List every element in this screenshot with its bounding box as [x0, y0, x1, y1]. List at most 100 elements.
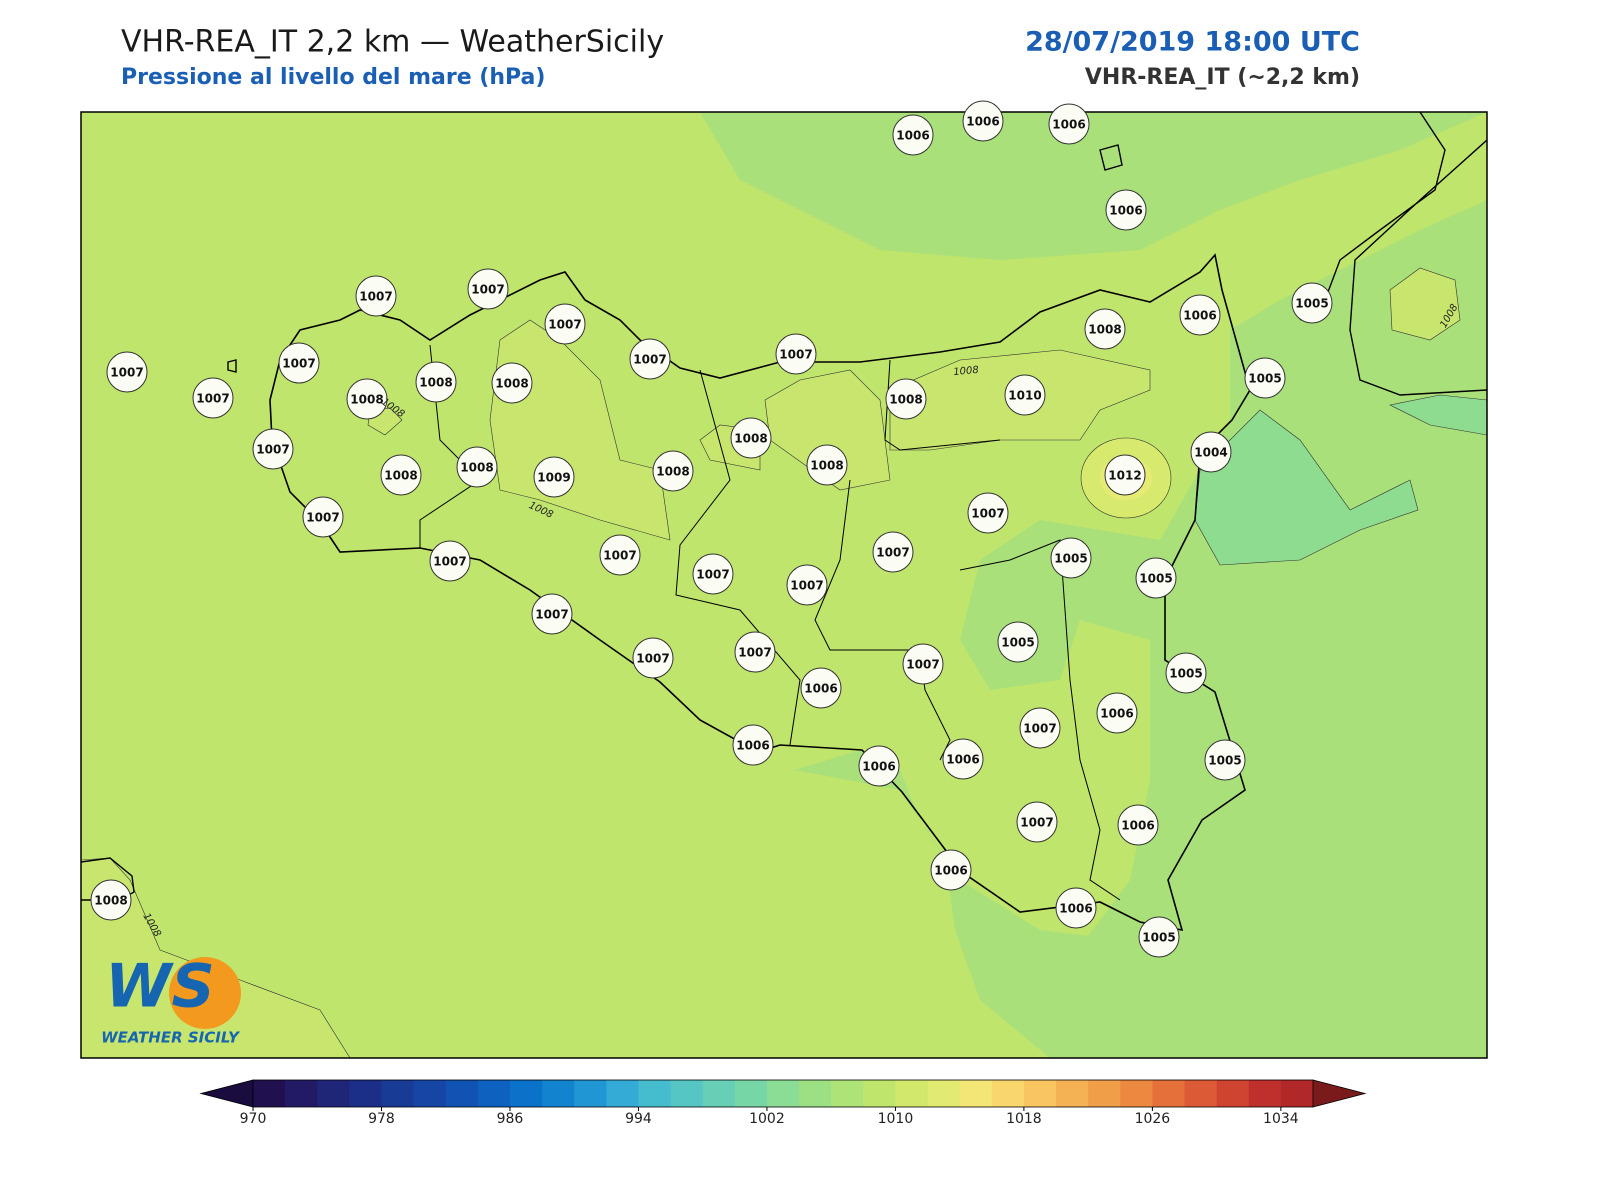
colorbar: 970 978 986 994 1002 1010 1018 1026 1034 [199, 1079, 1367, 1127]
station-marker [1165, 652, 1207, 694]
station-marker [252, 428, 294, 470]
station-value: 1008 [384, 469, 417, 483]
colorbar-tick-label: 1034 [1263, 1111, 1299, 1127]
colorbar-extend-low [199, 1079, 254, 1108]
station-value: 1008 [94, 894, 127, 908]
colorbar-tick-label: 970 [240, 1111, 267, 1127]
station-marker [892, 114, 934, 156]
field-1004 [1194, 394, 1487, 566]
map-frame [80, 111, 1488, 1059]
station-marker [1104, 454, 1146, 496]
station-marker [1019, 707, 1061, 749]
colorbar-band [477, 1080, 511, 1107]
station-marker [1135, 557, 1177, 599]
station-value: 1007 [433, 555, 466, 569]
map-area [81, 112, 1487, 1058]
colorbar-band [1023, 1080, 1057, 1107]
station-value: 1008 [889, 393, 922, 407]
colorbar-band [959, 1080, 993, 1107]
station-marker [90, 879, 132, 921]
station-value: 1007 [876, 546, 909, 560]
station-value: 1007 [110, 366, 143, 380]
station-marker [1244, 357, 1286, 399]
station-marker [599, 534, 641, 576]
station-value: 1006 [1100, 707, 1133, 721]
station-value: 1007 [196, 392, 229, 406]
station-value: 1005 [1295, 297, 1328, 311]
station-value: 1006 [1059, 902, 1092, 916]
station-value: 1004 [1194, 446, 1227, 460]
colorbar-band [253, 1080, 286, 1107]
station-marker [858, 745, 900, 787]
station-value: 1007 [306, 511, 339, 525]
station-marker [380, 454, 422, 496]
station-value: 1007 [971, 507, 1004, 521]
station-marker [930, 849, 972, 891]
station-marker [346, 378, 388, 420]
station-value: 1006 [934, 864, 967, 878]
station-value: 1007 [696, 568, 729, 582]
station-marker [1084, 308, 1126, 350]
station-value: 1005 [1139, 572, 1172, 586]
station-value: 1007 [1023, 722, 1056, 736]
station-marker [997, 621, 1039, 663]
colorbar-band [1152, 1080, 1186, 1107]
station-marker [456, 446, 498, 488]
station-marker [1204, 739, 1246, 781]
field-1006-south [795, 600, 1487, 1058]
station-marker [429, 540, 471, 582]
station-marker [533, 456, 575, 498]
station-value: 1006 [862, 760, 895, 774]
station-value: 1007 [282, 357, 315, 371]
station-marker [1096, 692, 1138, 734]
colorbar-tick-label: 986 [497, 1111, 524, 1127]
station-value: 1007 [636, 652, 669, 666]
station-value: 1005 [1142, 931, 1175, 945]
colorbar-band [895, 1080, 929, 1107]
colorbar-band [381, 1080, 415, 1107]
colorbar-tick-label: 978 [368, 1111, 395, 1127]
logo-text: WEATHER SICILY [101, 1029, 241, 1047]
station-marker [467, 268, 509, 310]
station-marker [278, 342, 320, 384]
station-marker [652, 450, 694, 492]
station-marker [629, 338, 671, 380]
station-marker [1055, 887, 1097, 929]
colorbar-band [1184, 1080, 1218, 1107]
station-value: 1005 [1248, 372, 1281, 386]
colorbar-band [927, 1080, 961, 1107]
colorbar-tick-label: 1018 [1006, 1111, 1042, 1127]
datetime: 28/07/2019 18:00 UTC [1025, 27, 1360, 58]
colorbar-tick-label: 1010 [878, 1111, 914, 1127]
colorbar-band [1120, 1080, 1153, 1107]
colorbar-band [863, 1080, 896, 1107]
colorbar-band [445, 1080, 479, 1107]
station-value: 1008 [1088, 323, 1121, 337]
station-value: 1008 [810, 459, 843, 473]
station-value: 1007 [790, 579, 823, 593]
subtitle: Pressione al livello del mare (hPa) [121, 65, 545, 90]
colorbar-band [766, 1080, 800, 1107]
station-marker [415, 361, 457, 403]
stations: 1006 1006 1006 1006 1007 1007 1007 1007 1007 1008… [90, 100, 1333, 958]
station-value: 1006 [736, 739, 769, 753]
station-marker [692, 553, 734, 595]
station-marker [1050, 537, 1092, 579]
station-value: 1007 [256, 443, 289, 457]
station-value: 1006 [966, 115, 999, 129]
station-value: 1006 [1121, 819, 1154, 833]
colorbar-band [1280, 1080, 1314, 1107]
station-marker [734, 631, 776, 673]
station-value: 1006 [946, 753, 979, 767]
title: VHR-REA_IT 2,2 km — WeatherSicily [121, 25, 664, 60]
station-marker [355, 275, 397, 317]
station-value: 1008 [419, 376, 452, 390]
colorbar-frame [252, 1079, 1314, 1108]
province-borders [419, 344, 1121, 901]
station-marker [885, 378, 927, 420]
station-value: 1012 [1108, 469, 1141, 483]
station-value: 1005 [1001, 636, 1034, 650]
colorbar-tick-label: 1026 [1135, 1111, 1171, 1127]
colorbar-band [542, 1080, 575, 1107]
